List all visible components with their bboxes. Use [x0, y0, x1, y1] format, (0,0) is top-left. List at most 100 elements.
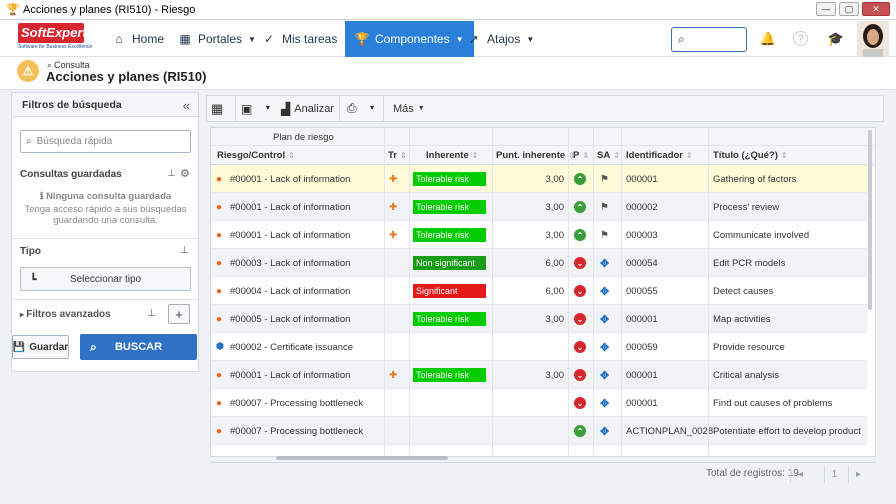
table-row[interactable]: ● #00005 - Lack of information Tolerable r…	[211, 305, 867, 333]
table-row[interactable]: ● #00001 - Lack of information ✚ Tolerable …	[211, 361, 867, 389]
status-cell: ✥	[600, 277, 609, 305]
grid-toolbar: ▦ ▣ ▼ ▟ Analizar ⎙ ▼ Más ▼	[206, 95, 884, 122]
cross-arrows-icon: ✥	[600, 313, 610, 326]
status-cell: ⚑	[600, 221, 609, 249]
inherent-cell: Significant	[413, 277, 486, 305]
search-button[interactable]: ⌕ BUSCAR	[80, 334, 197, 360]
table-row[interactable]: ● #00001 - Lack of information ✚ Tolerable …	[211, 165, 867, 193]
column-header-risk[interactable]: Riesgo/Control ⇕	[217, 150, 295, 161]
graduation-cap-icon[interactable]: 🎓	[827, 31, 845, 46]
calendar-icon: ▦	[211, 100, 224, 116]
collapse-icon[interactable]: «	[182, 98, 190, 113]
nav-mis-tareas[interactable]: ✓ Mis tareas ▼	[262, 21, 351, 57]
chevron-down-icon: ⌄	[574, 257, 586, 269]
risk-cell: ⬢ #00002 - Certificate issuance	[216, 341, 354, 353]
table-row[interactable]: ● #00001 - Lack of information ✚ Tolerable …	[211, 221, 867, 249]
column-header-inherent[interactable]: Inherente ⇕	[426, 150, 479, 161]
select-type-button[interactable]: ┗ Seleccionar tipo	[20, 267, 191, 291]
treatment-cell: ✚	[389, 165, 405, 193]
pin-icon[interactable]: ⊥	[180, 245, 189, 256]
calendar-view-button[interactable]: ▦	[211, 96, 223, 121]
prev-page-button[interactable]: ◂	[790, 465, 810, 483]
inherent-badge: Tolerable risk	[413, 228, 486, 242]
cross-arrows-icon: ✥	[600, 285, 610, 298]
more-button[interactable]: Más ▼	[393, 102, 425, 115]
column-header-id[interactable]: Identificador ⇕	[626, 150, 693, 161]
inherent-cell: Tolerable risk	[413, 193, 486, 221]
cross-arrows-icon: ✥	[600, 397, 610, 410]
identifier-cell: 000001	[626, 397, 658, 409]
chevron-right-icon: ▸	[20, 310, 27, 319]
check-icon: ✓	[263, 32, 275, 46]
chevron-up-icon: ⌃	[574, 201, 586, 213]
search-icon: ⌕	[26, 136, 32, 147]
status-cell: ⚑	[600, 165, 609, 193]
table-row[interactable]: ● #00001 - Lack of information ✚ Tolerable …	[211, 193, 867, 221]
nav-home[interactable]: ⌂ Home	[112, 21, 164, 57]
column-header-title[interactable]: Título (¿Qué?) ⇕	[713, 150, 788, 161]
nav-portales[interactable]: ▦ Portales ▼	[179, 32, 256, 46]
close-button[interactable]: ✕	[862, 2, 890, 16]
next-page-button[interactable]: ▸	[848, 465, 868, 483]
tree-icon: ┗	[30, 274, 37, 286]
column-header-tr[interactable]: Tr ⇕	[388, 150, 407, 161]
advanced-filters-toggle[interactable]: ▸ Filtros avanzados	[20, 309, 111, 320]
score-cell: 3,00	[545, 369, 565, 381]
column-header-p[interactable]: P ⇕	[573, 150, 590, 161]
global-search-input[interactable]: ⌕	[671, 27, 747, 52]
column-headers: Riesgo/Control ⇕ Tr ⇕ Inherente ⇕ Punt. inh…	[211, 146, 875, 165]
save-button[interactable]: 💾 Guardar	[12, 335, 69, 359]
nav-atajos[interactable]: ➚ Atajos ▼	[468, 32, 535, 46]
user-avatar[interactable]	[857, 21, 889, 57]
pin-icon[interactable]: ⊥	[147, 308, 156, 319]
table-row[interactable]: ● #00003 - Lack of information Non signifi…	[211, 249, 867, 277]
inherent-cell: Tolerable risk	[413, 361, 486, 389]
identifier-cell: 000001	[626, 313, 658, 325]
identifier-cell: 000003	[626, 229, 658, 241]
risk-icon: ●	[216, 173, 223, 185]
status-cell: ✥	[600, 361, 609, 389]
title-cell: Process' review	[713, 201, 780, 213]
minimize-button[interactable]: —	[816, 2, 836, 16]
table-row[interactable]: ● #00007 - Processing bottleneck ⌄ ✥ 000001 F…	[211, 389, 867, 417]
maximize-button[interactable]: ▢	[839, 2, 859, 16]
breadcrumb[interactable]: ⌕ Consulta	[47, 60, 90, 70]
cross-arrows-icon: ✥	[600, 425, 610, 438]
home-icon: ⌂	[115, 32, 123, 46]
score-cell: 3,00	[545, 313, 565, 325]
analyze-button[interactable]: ▟ Analizar	[281, 101, 334, 116]
checkered-flag-icon: ⚑	[600, 173, 609, 185]
chevron-down-icon: ⌄	[574, 285, 586, 297]
column-header-sa[interactable]: SA ⇕	[597, 150, 620, 161]
vertical-scrollbar[interactable]	[868, 130, 872, 310]
table-row[interactable]: ● #00004 - Lack of information Significant…	[211, 277, 867, 305]
bell-icon[interactable]: 🔔	[759, 31, 777, 46]
table-row[interactable]: ● #00007 - Processing bottleneck ⌃ ✥ ACTIONP…	[211, 417, 867, 445]
treatment-cell: ✚	[389, 221, 405, 249]
title-cell: Provide resource	[713, 341, 785, 353]
print-button[interactable]: ⎙ ▼	[347, 96, 376, 121]
help-icon[interactable]: ?	[793, 31, 808, 46]
caret-down-icon: ▼	[455, 34, 464, 44]
horizontal-scrollbar[interactable]	[276, 456, 448, 460]
score-cell: 6,00	[545, 257, 565, 269]
inherent-badge: Tolerable risk	[413, 172, 486, 186]
priority-cell: ⌃	[574, 165, 586, 193]
risk-cell: ● #00001 - Lack of information	[216, 369, 351, 381]
saved-queries-title: Consultas guardadas	[20, 169, 122, 180]
column-header-score[interactable]: Punt. inherente ⇕	[496, 150, 575, 161]
pin-icon[interactable]: ⊥	[167, 168, 176, 179]
status-cell: ✥	[600, 417, 609, 445]
add-filter-button[interactable]: +	[168, 304, 190, 324]
chevron-down-icon: ⌄	[574, 369, 586, 381]
nav-componentes[interactable]: 🏆 Componentes ▼	[345, 21, 474, 57]
chevron-up-icon: ⌃	[574, 229, 586, 241]
view-options-button[interactable]: ▣ ▼	[241, 96, 271, 121]
softexpert-logo[interactable]: SoftExpert Software for Business Excelle…	[18, 23, 93, 50]
priority-cell: ⌃	[574, 193, 586, 221]
no-saved-hint: Tenga acceso rápido a sus búsquedas guar…	[24, 204, 187, 226]
table-row[interactable]: ⬢ #00002 - Certificate issuance ⌄ ✥ 000059 Pr…	[211, 333, 867, 361]
inherent-cell: Tolerable risk	[413, 165, 486, 193]
gear-icon[interactable]: ⚙	[180, 168, 190, 180]
quick-search-input[interactable]: ⌕ Búsqueda rápida	[20, 130, 191, 153]
